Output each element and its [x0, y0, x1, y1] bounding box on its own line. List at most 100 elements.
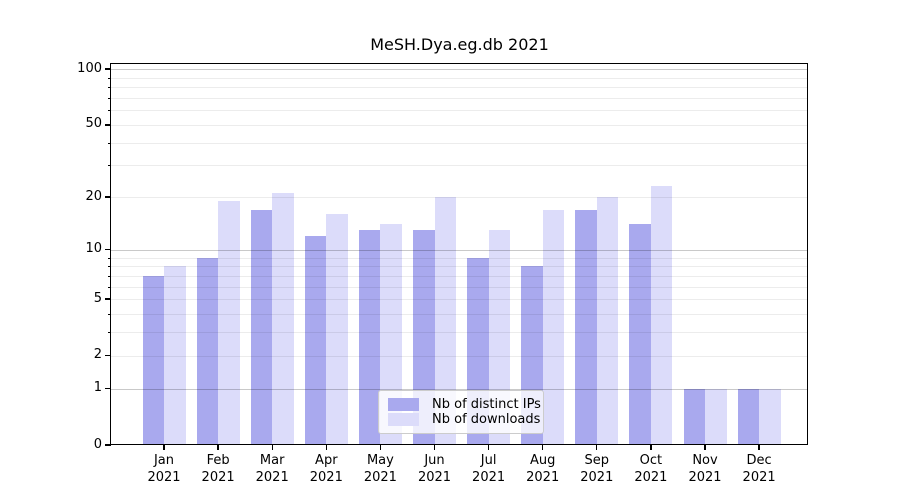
y-tick-label: 100	[77, 60, 102, 76]
x-tick-mark	[650, 445, 652, 450]
legend-entry-distinct-ips: Nb of distinct IPs	[388, 397, 541, 412]
gridline-minor	[111, 257, 808, 259]
gridline-major	[111, 249, 808, 251]
x-tick-label: Dec 2021	[742, 453, 776, 485]
legend-label: Nb of distinct IPs	[432, 397, 541, 412]
y-minor-tick-mark	[107, 87, 111, 89]
x-tick-mark	[542, 445, 544, 450]
x-tick-label: Nov 2021	[688, 453, 722, 485]
bar-jan-distinct-ips	[142, 275, 164, 445]
chart-title: MeSH.Dya.eg.db 2021	[370, 35, 549, 54]
y-tick-mark	[105, 354, 111, 357]
bar-apr-distinct-ips	[304, 236, 327, 445]
bar-sep-downloads	[596, 197, 619, 445]
bar-aug-downloads	[542, 209, 565, 445]
y-minor-tick-mark	[107, 257, 111, 259]
x-tick-label: Mar 2021	[255, 453, 289, 485]
y-minor-tick-mark	[107, 332, 111, 334]
gridline-minor	[111, 97, 808, 99]
y-minor-tick-mark	[107, 266, 111, 268]
y-minor-tick-mark	[107, 313, 111, 315]
x-tick-mark	[379, 445, 382, 450]
y-tick-label: 5	[93, 290, 102, 306]
bar-jan-downloads	[164, 266, 186, 445]
gridline-minor	[111, 165, 808, 167]
gridline-minor	[111, 142, 808, 144]
y-tick-mark	[105, 298, 111, 300]
x-tick-label: Oct 2021	[634, 453, 668, 485]
x-tick-mark	[758, 445, 760, 450]
gridline-minor	[111, 332, 808, 334]
bar-may-distinct-ips	[358, 230, 381, 445]
x-tick-label: Sep 2021	[580, 453, 614, 485]
bar-mar-distinct-ips	[250, 209, 273, 445]
y-tick-label: 2	[93, 347, 102, 363]
legend: Nb of distinct IPs Nb of downloads	[378, 390, 544, 434]
legend-entry-downloads: Nb of downloads	[388, 412, 540, 427]
x-tick-mark	[704, 445, 706, 450]
y-minor-tick-mark	[107, 142, 111, 144]
x-tick-mark	[163, 445, 165, 450]
y-tick-label: 1	[93, 380, 102, 396]
y-tick-mark	[105, 249, 111, 251]
x-tick-label: Feb 2021	[201, 453, 235, 485]
y-tick-mark	[105, 124, 111, 126]
gridline-minor	[111, 87, 808, 89]
gridline-minor	[111, 275, 808, 277]
x-tick-label: May 2021	[363, 453, 397, 485]
bar-nov-downloads	[705, 388, 727, 445]
gridline-minor	[111, 110, 808, 112]
y-minor-tick-mark	[107, 77, 111, 79]
x-tick-mark	[325, 445, 327, 450]
gridline-minor	[111, 77, 808, 79]
x-tick-label: Apr 2021	[309, 453, 343, 485]
gridline-minor	[111, 197, 808, 199]
legend-swatch-downloads	[388, 413, 419, 426]
bar-sep-distinct-ips	[575, 209, 597, 445]
gridline-minor	[111, 266, 808, 268]
y-tick-mark	[105, 68, 111, 70]
x-tick-label: Jun 2021	[417, 453, 452, 485]
gridline-minor	[111, 313, 808, 315]
x-tick-label: Jan 2021	[147, 453, 181, 485]
gridline-minor	[111, 124, 808, 126]
x-tick-mark	[271, 445, 273, 450]
y-tick-label: 50	[85, 116, 102, 132]
bar-jun-downloads	[434, 197, 456, 445]
x-tick-mark	[487, 445, 490, 450]
x-tick-label: Jul 2021	[472, 453, 506, 485]
gridline-major	[111, 69, 808, 71]
y-minor-tick-mark	[107, 275, 111, 277]
legend-label: Nb of downloads	[432, 412, 541, 427]
legend-swatch-distinct-ips	[388, 398, 419, 411]
bar-nov-distinct-ips	[683, 388, 705, 445]
x-tick-mark	[433, 445, 436, 450]
y-minor-tick-mark	[107, 165, 111, 167]
bar-feb-distinct-ips	[196, 257, 219, 445]
bar-oct-downloads	[650, 186, 673, 445]
bar-mar-downloads	[272, 193, 294, 445]
bar-oct-distinct-ips	[629, 224, 651, 445]
y-minor-tick-mark	[107, 110, 111, 112]
y-tick-mark	[105, 196, 111, 198]
y-tick-mark	[105, 387, 111, 390]
bar-dec-distinct-ips	[737, 388, 760, 445]
bar-feb-downloads	[218, 201, 240, 445]
gridline-major	[111, 388, 808, 390]
x-tick-mark	[596, 445, 598, 450]
y-tick-label: 20	[85, 188, 102, 204]
y-tick-label: 0	[93, 436, 102, 452]
y-minor-tick-mark	[107, 286, 111, 288]
bar-apr-downloads	[326, 214, 348, 445]
x-tick-label: Aug 2021	[526, 453, 560, 485]
y-tick-mark	[105, 444, 111, 446]
x-tick-mark	[217, 445, 219, 450]
gridline-minor	[111, 286, 808, 288]
gridline-minor	[111, 355, 808, 357]
y-minor-tick-mark	[107, 97, 111, 99]
y-tick-label: 10	[85, 241, 102, 257]
bar-dec-downloads	[759, 388, 781, 445]
gridline-minor	[111, 299, 808, 301]
bar-may-downloads	[380, 224, 402, 445]
